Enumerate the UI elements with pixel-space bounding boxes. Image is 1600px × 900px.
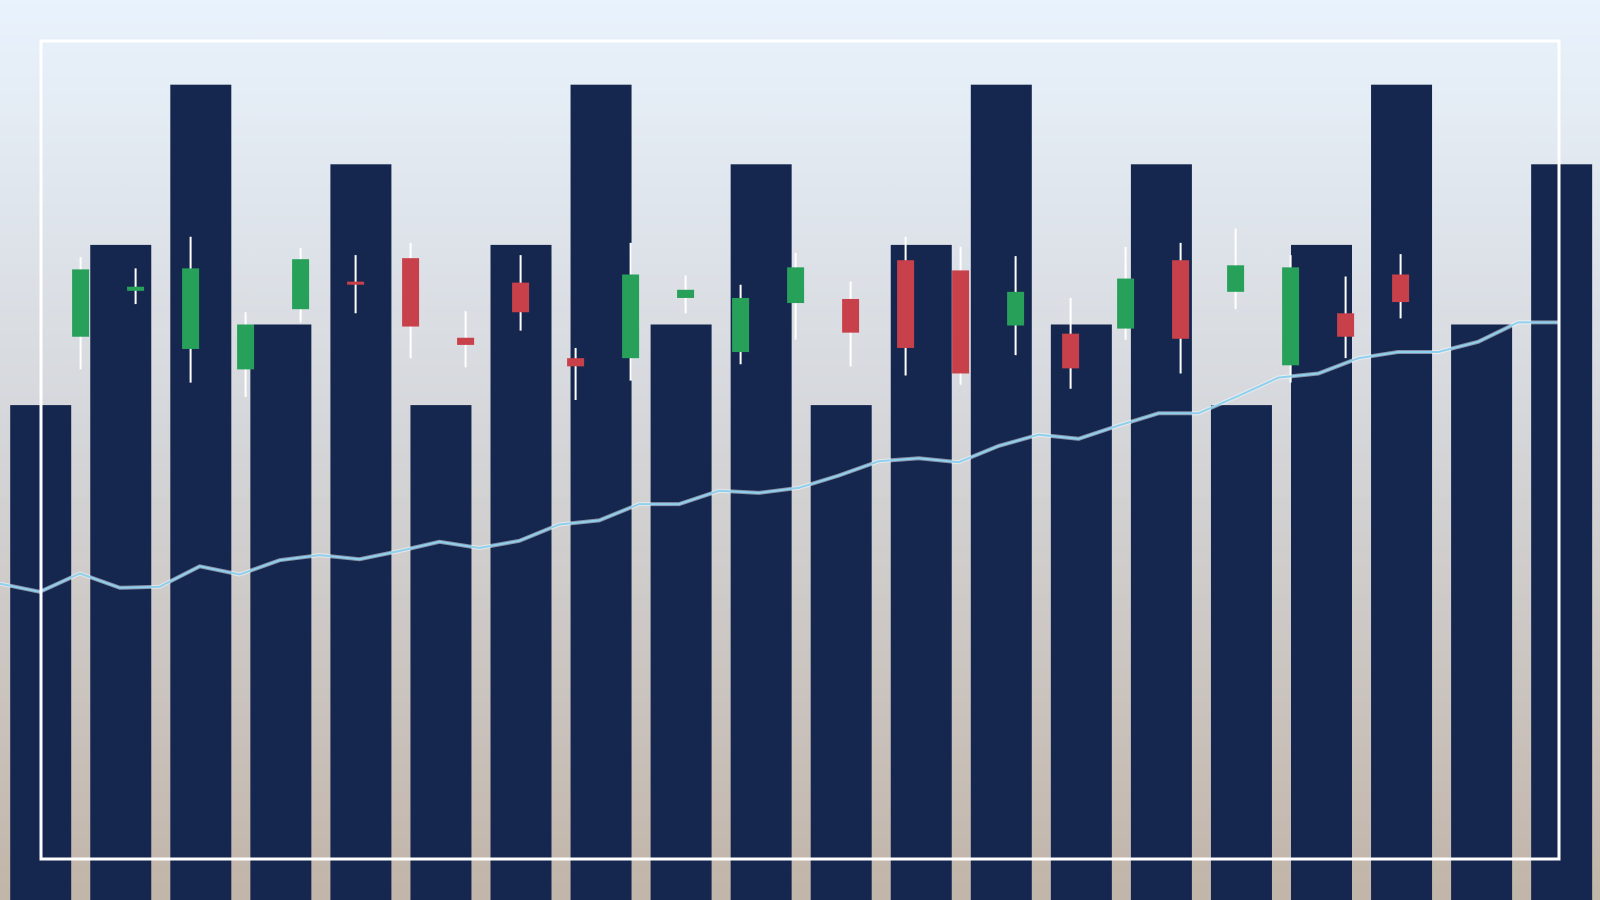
candle-body: [347, 281, 365, 285]
bar: [570, 84, 632, 900]
bar: [650, 324, 712, 900]
candle-body: [72, 269, 90, 337]
candle-body: [952, 270, 970, 374]
candle-body: [237, 324, 255, 370]
candle-body: [1117, 278, 1135, 329]
candle-body: [842, 298, 860, 333]
candle-body: [292, 259, 310, 310]
line: [0, 321, 1558, 593]
bar: [730, 164, 792, 900]
candle-body: [567, 358, 585, 367]
frame: [39, 39, 1561, 861]
candle-body: [622, 274, 640, 359]
bar: [1210, 405, 1272, 900]
candle-body: [677, 289, 695, 298]
bar: [1050, 324, 1112, 900]
candle-body: [512, 282, 530, 313]
candle-body: [1227, 265, 1245, 292]
bar: [1531, 164, 1593, 900]
bar: [890, 244, 952, 900]
bar: [970, 84, 1032, 900]
candle-body: [787, 267, 805, 304]
candle-body: [1392, 274, 1410, 303]
candle-body: [402, 258, 420, 327]
bar: [250, 324, 312, 900]
candle-body: [182, 268, 200, 349]
plot: [0, 84, 1593, 900]
candle-body: [1337, 313, 1355, 337]
bar: [330, 164, 392, 900]
bar: [410, 405, 472, 900]
candle-body: [127, 286, 145, 291]
bar: [90, 244, 152, 900]
bar: [810, 405, 872, 900]
bar: [490, 244, 552, 900]
bar: [1291, 244, 1352, 900]
candle-body: [1172, 260, 1190, 339]
candle-body: [457, 337, 475, 345]
candle-body: [1062, 333, 1080, 369]
candle-body: [1007, 291, 1025, 326]
bar: [1451, 324, 1513, 900]
bar: [1371, 84, 1433, 900]
candle-body: [732, 297, 750, 353]
candle-body: [897, 260, 915, 348]
candle-body: [1282, 267, 1300, 366]
bar: [170, 84, 232, 900]
